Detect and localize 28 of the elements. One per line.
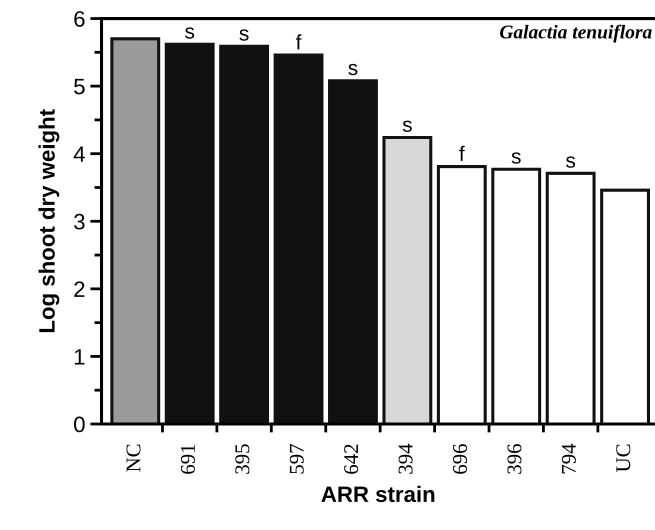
annotation: s [239, 29, 249, 41]
annotation: s [512, 152, 521, 164]
x-tick-label: 794 [562, 444, 576, 474]
y-tick-label: 1 [74, 349, 84, 364]
x-tick-label: UC [616, 444, 630, 472]
x-tick-label: 696 [453, 444, 468, 474]
x-tick-label: 395 [235, 444, 250, 474]
x-tick-label: 597 [290, 444, 304, 474]
x-tick-label: 396 [507, 444, 522, 474]
y-tick-label: 6 [74, 11, 85, 27]
y-tick-label: 0 [74, 416, 85, 432]
annotation: s [185, 27, 194, 39]
chart-title: Galactia tenuiflora [500, 24, 652, 42]
annotation: s [348, 64, 358, 76]
x-tick-label: 691 [180, 444, 195, 474]
annotation: s [402, 120, 412, 132]
y-tick-label: 4 [74, 146, 85, 162]
annotation: s [566, 156, 576, 168]
y-tick-label: 3 [74, 214, 85, 230]
x-tick-label: 394 [398, 444, 413, 474]
x-tick-label: NC [126, 444, 140, 472]
y-tick-label: 2 [74, 281, 84, 297]
y-tick-label: 5 [74, 78, 85, 94]
annotation: f [296, 34, 302, 50]
annotation: f [459, 146, 465, 161]
x-tick-label: 642 [344, 444, 358, 474]
y-axis-title: Log shoot dry weight [38, 109, 60, 332]
x-axis-title: ARR strain [321, 486, 434, 502]
